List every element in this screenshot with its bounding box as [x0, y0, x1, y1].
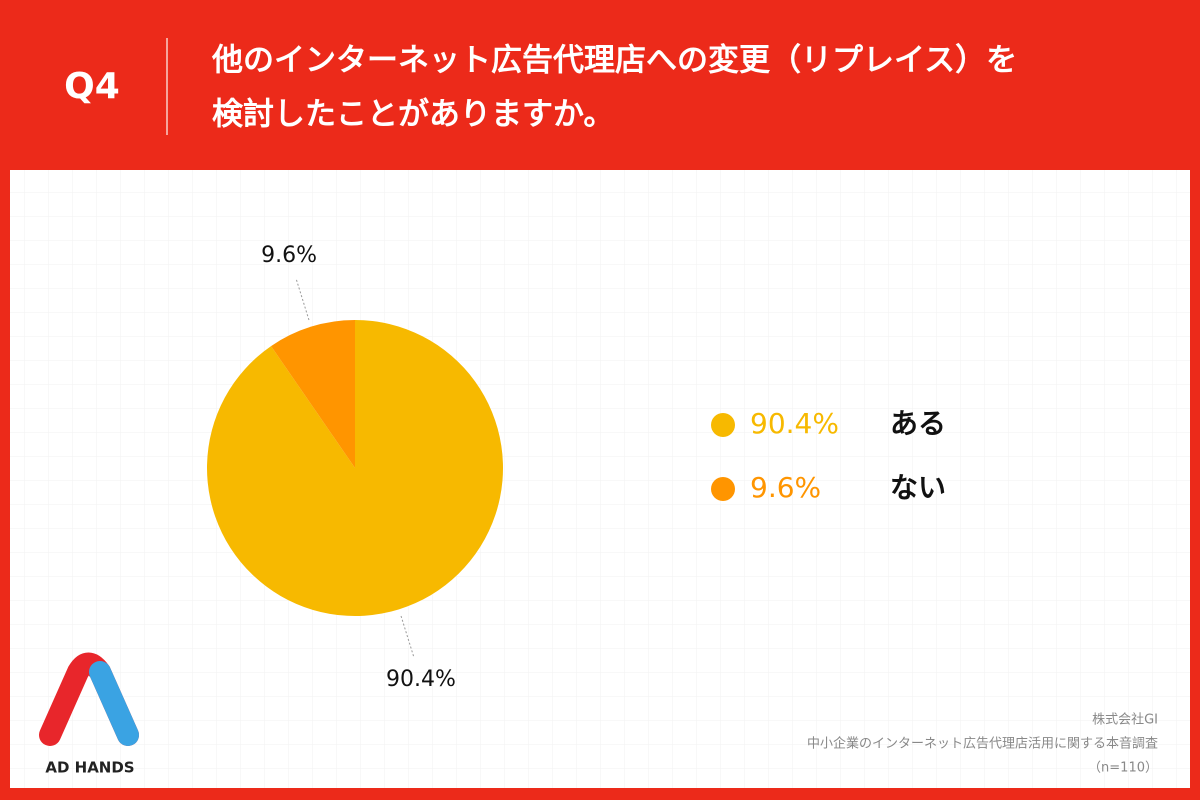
footer-sample: （n=110）	[1088, 761, 1158, 776]
legend-marker	[711, 413, 735, 437]
question-number: Q4	[64, 66, 120, 107]
leader-line	[295, 278, 310, 321]
logo: AD HANDS	[39, 652, 139, 777]
legend: 90.4% ある 9.6% ない	[711, 407, 946, 504]
panel-grid	[10, 170, 1190, 788]
pie-slice	[271, 320, 355, 468]
logo-blue	[89, 661, 139, 746]
leader-line	[400, 615, 415, 658]
legend-value: 90.4%	[750, 407, 839, 440]
footer-survey: 中小企業のインターネット広告代理店活用に関する本音調査	[807, 736, 1158, 752]
chart-title: 他のインターネット広告代理店への変更（リプレイス）を	[211, 43, 1017, 79]
footer-company: 株式会社GI	[1092, 712, 1158, 728]
data-label: 90.4%	[386, 667, 456, 692]
pie: 90.4% 9.6%	[206, 243, 503, 692]
legend-marker	[711, 477, 735, 501]
legend-value: 9.6%	[750, 471, 821, 504]
chart-title: 検討したことがありますか。	[212, 97, 614, 133]
legend-label: ない	[890, 471, 946, 504]
data-label: 9.6%	[261, 243, 317, 268]
legend-label: ある	[890, 407, 946, 440]
logo-text: AD HANDS	[45, 759, 134, 777]
